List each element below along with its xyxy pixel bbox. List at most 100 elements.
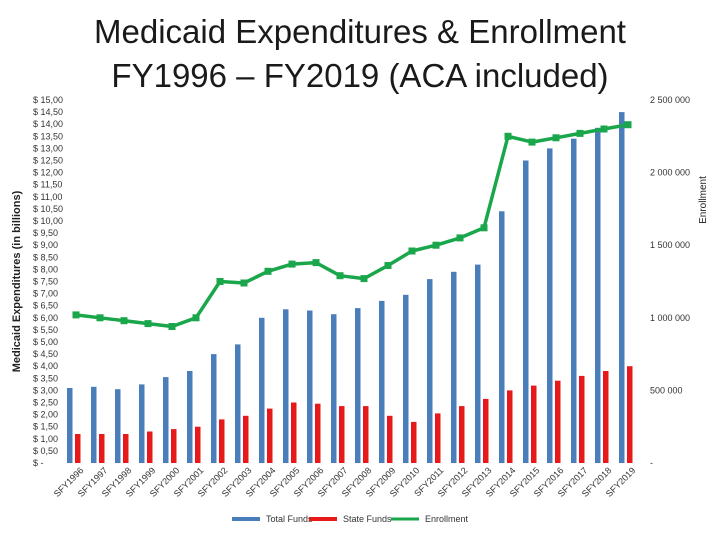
bar-state-funds <box>555 380 561 463</box>
enrollment-point <box>192 314 200 322</box>
y-tick-label: $ 14,50 <box>33 107 63 117</box>
y-tick-label: $ 8,00 <box>33 264 58 274</box>
enrollment-point <box>504 132 512 140</box>
y-tick-label: $ 0,50 <box>33 446 58 456</box>
y-tick-label: $ 5,50 <box>33 325 58 335</box>
enrollment-point <box>72 311 80 319</box>
bar-total-funds <box>331 314 337 463</box>
bar-state-funds <box>507 390 513 463</box>
bar-total-funds <box>163 377 169 463</box>
y-tick-label: $ 13,50 <box>33 131 63 141</box>
bar-total-funds <box>475 264 481 463</box>
enrollment-point <box>216 278 224 285</box>
y2-axis-title: Enrollment <box>698 176 709 224</box>
y2-tick-label: 2 000 000 <box>650 168 690 178</box>
y-tick-label: $ 3,00 <box>33 385 58 395</box>
enrollment-point <box>264 267 272 275</box>
y-tick-label: $ 2,50 <box>33 398 58 408</box>
bar-state-funds <box>315 403 321 463</box>
bar-state-funds <box>123 434 129 463</box>
enrollment-point <box>144 320 152 328</box>
y-tick-label: $ 8,50 <box>33 252 58 262</box>
enrollment-point <box>360 275 368 283</box>
legend-label: Total Funds <box>266 514 313 524</box>
bar-total-funds <box>259 317 265 463</box>
y2-tick-label: 1 500 000 <box>650 240 690 250</box>
bar-total-funds <box>115 389 121 463</box>
bar-total-funds <box>499 211 505 463</box>
bar-state-funds <box>435 413 441 463</box>
y-tick-label: $ 7,00 <box>33 289 58 299</box>
bar-total-funds <box>403 294 409 463</box>
enrollment-point <box>576 129 584 137</box>
y-tick-label: $ 5,00 <box>33 337 58 347</box>
bar-state-funds <box>411 421 417 463</box>
bar-total-funds <box>595 127 601 464</box>
bar-state-funds <box>459 406 465 463</box>
y-tick-label: $ 6,50 <box>33 301 58 311</box>
y-tick-label: $ 4,00 <box>33 361 58 371</box>
enrollment-point <box>456 234 464 242</box>
y-tick-label: $ 11,50 <box>33 180 62 190</box>
y-tick-label: $ 15,00 <box>33 95 63 105</box>
enrollment-point <box>384 262 392 269</box>
enrollment-point <box>96 314 104 322</box>
enrollment-point <box>432 241 440 249</box>
y-tick-label: $ 10,50 <box>33 204 63 214</box>
enrollment-point <box>168 323 176 330</box>
chart-title-line-1: Medicaid Expenditures & Enrollment <box>94 13 626 50</box>
bar-total-funds <box>451 271 457 463</box>
bar-total-funds <box>547 148 553 463</box>
bar-total-funds <box>307 310 313 463</box>
y-tick-label: $ 10,00 <box>33 216 63 226</box>
enrollment-point <box>120 317 128 325</box>
bar-state-funds <box>243 415 249 463</box>
bar-total-funds <box>355 308 361 463</box>
enrollment-point <box>552 134 560 142</box>
bar-state-funds <box>531 385 537 463</box>
enrollment-point <box>528 138 536 146</box>
bar-state-funds <box>291 402 297 463</box>
bar-state-funds <box>99 434 105 463</box>
bar-total-funds <box>523 160 529 463</box>
bar-total-funds <box>571 138 577 463</box>
y-tick-label: $ 2,00 <box>33 410 58 420</box>
y2-tick-label: 1 000 000 <box>650 313 690 323</box>
chart-title-line-2: FY1996 – FY2019 (ACA included) <box>111 57 609 94</box>
y-tick-label: $ 13,00 <box>33 143 63 153</box>
bar-total-funds <box>619 112 625 463</box>
y-tick-label: $ 7,50 <box>33 277 58 287</box>
bar-state-funds <box>339 406 345 463</box>
y-tick-label: $ - <box>33 458 44 468</box>
y2-tick-label: - <box>650 458 653 468</box>
y2-tick-label: 500 000 <box>650 385 683 395</box>
bar-total-funds <box>139 384 145 463</box>
bar-total-funds <box>427 279 433 463</box>
bar-state-funds <box>627 366 633 463</box>
enrollment-point <box>624 121 632 129</box>
bar-total-funds <box>91 386 97 463</box>
enrollment-point <box>312 259 320 267</box>
bar-state-funds <box>171 429 177 463</box>
bar-state-funds <box>603 371 609 463</box>
y-tick-label: $ 6,00 <box>33 313 58 323</box>
bar-total-funds <box>235 344 241 463</box>
bar-total-funds <box>379 300 385 463</box>
y-tick-label: $ 1,50 <box>33 422 58 432</box>
bar-state-funds <box>387 415 393 463</box>
y-axis-title: Medicaid Expenditures (in billions) <box>11 190 23 372</box>
y-tick-label: $ 1,00 <box>33 434 58 444</box>
enrollment-point <box>288 260 296 268</box>
y-tick-label: $ 14,00 <box>33 119 63 129</box>
bar-total-funds <box>211 354 217 463</box>
enrollment-point <box>480 224 488 232</box>
bar-state-funds <box>147 431 153 463</box>
y-tick-label: $ 12,50 <box>33 156 63 166</box>
enrollment-point <box>336 272 344 280</box>
bar-state-funds <box>363 406 369 463</box>
y-tick-label: $ 11,00 <box>33 192 62 202</box>
bar-state-funds <box>75 434 81 463</box>
legend-label: Enrollment <box>425 514 469 524</box>
